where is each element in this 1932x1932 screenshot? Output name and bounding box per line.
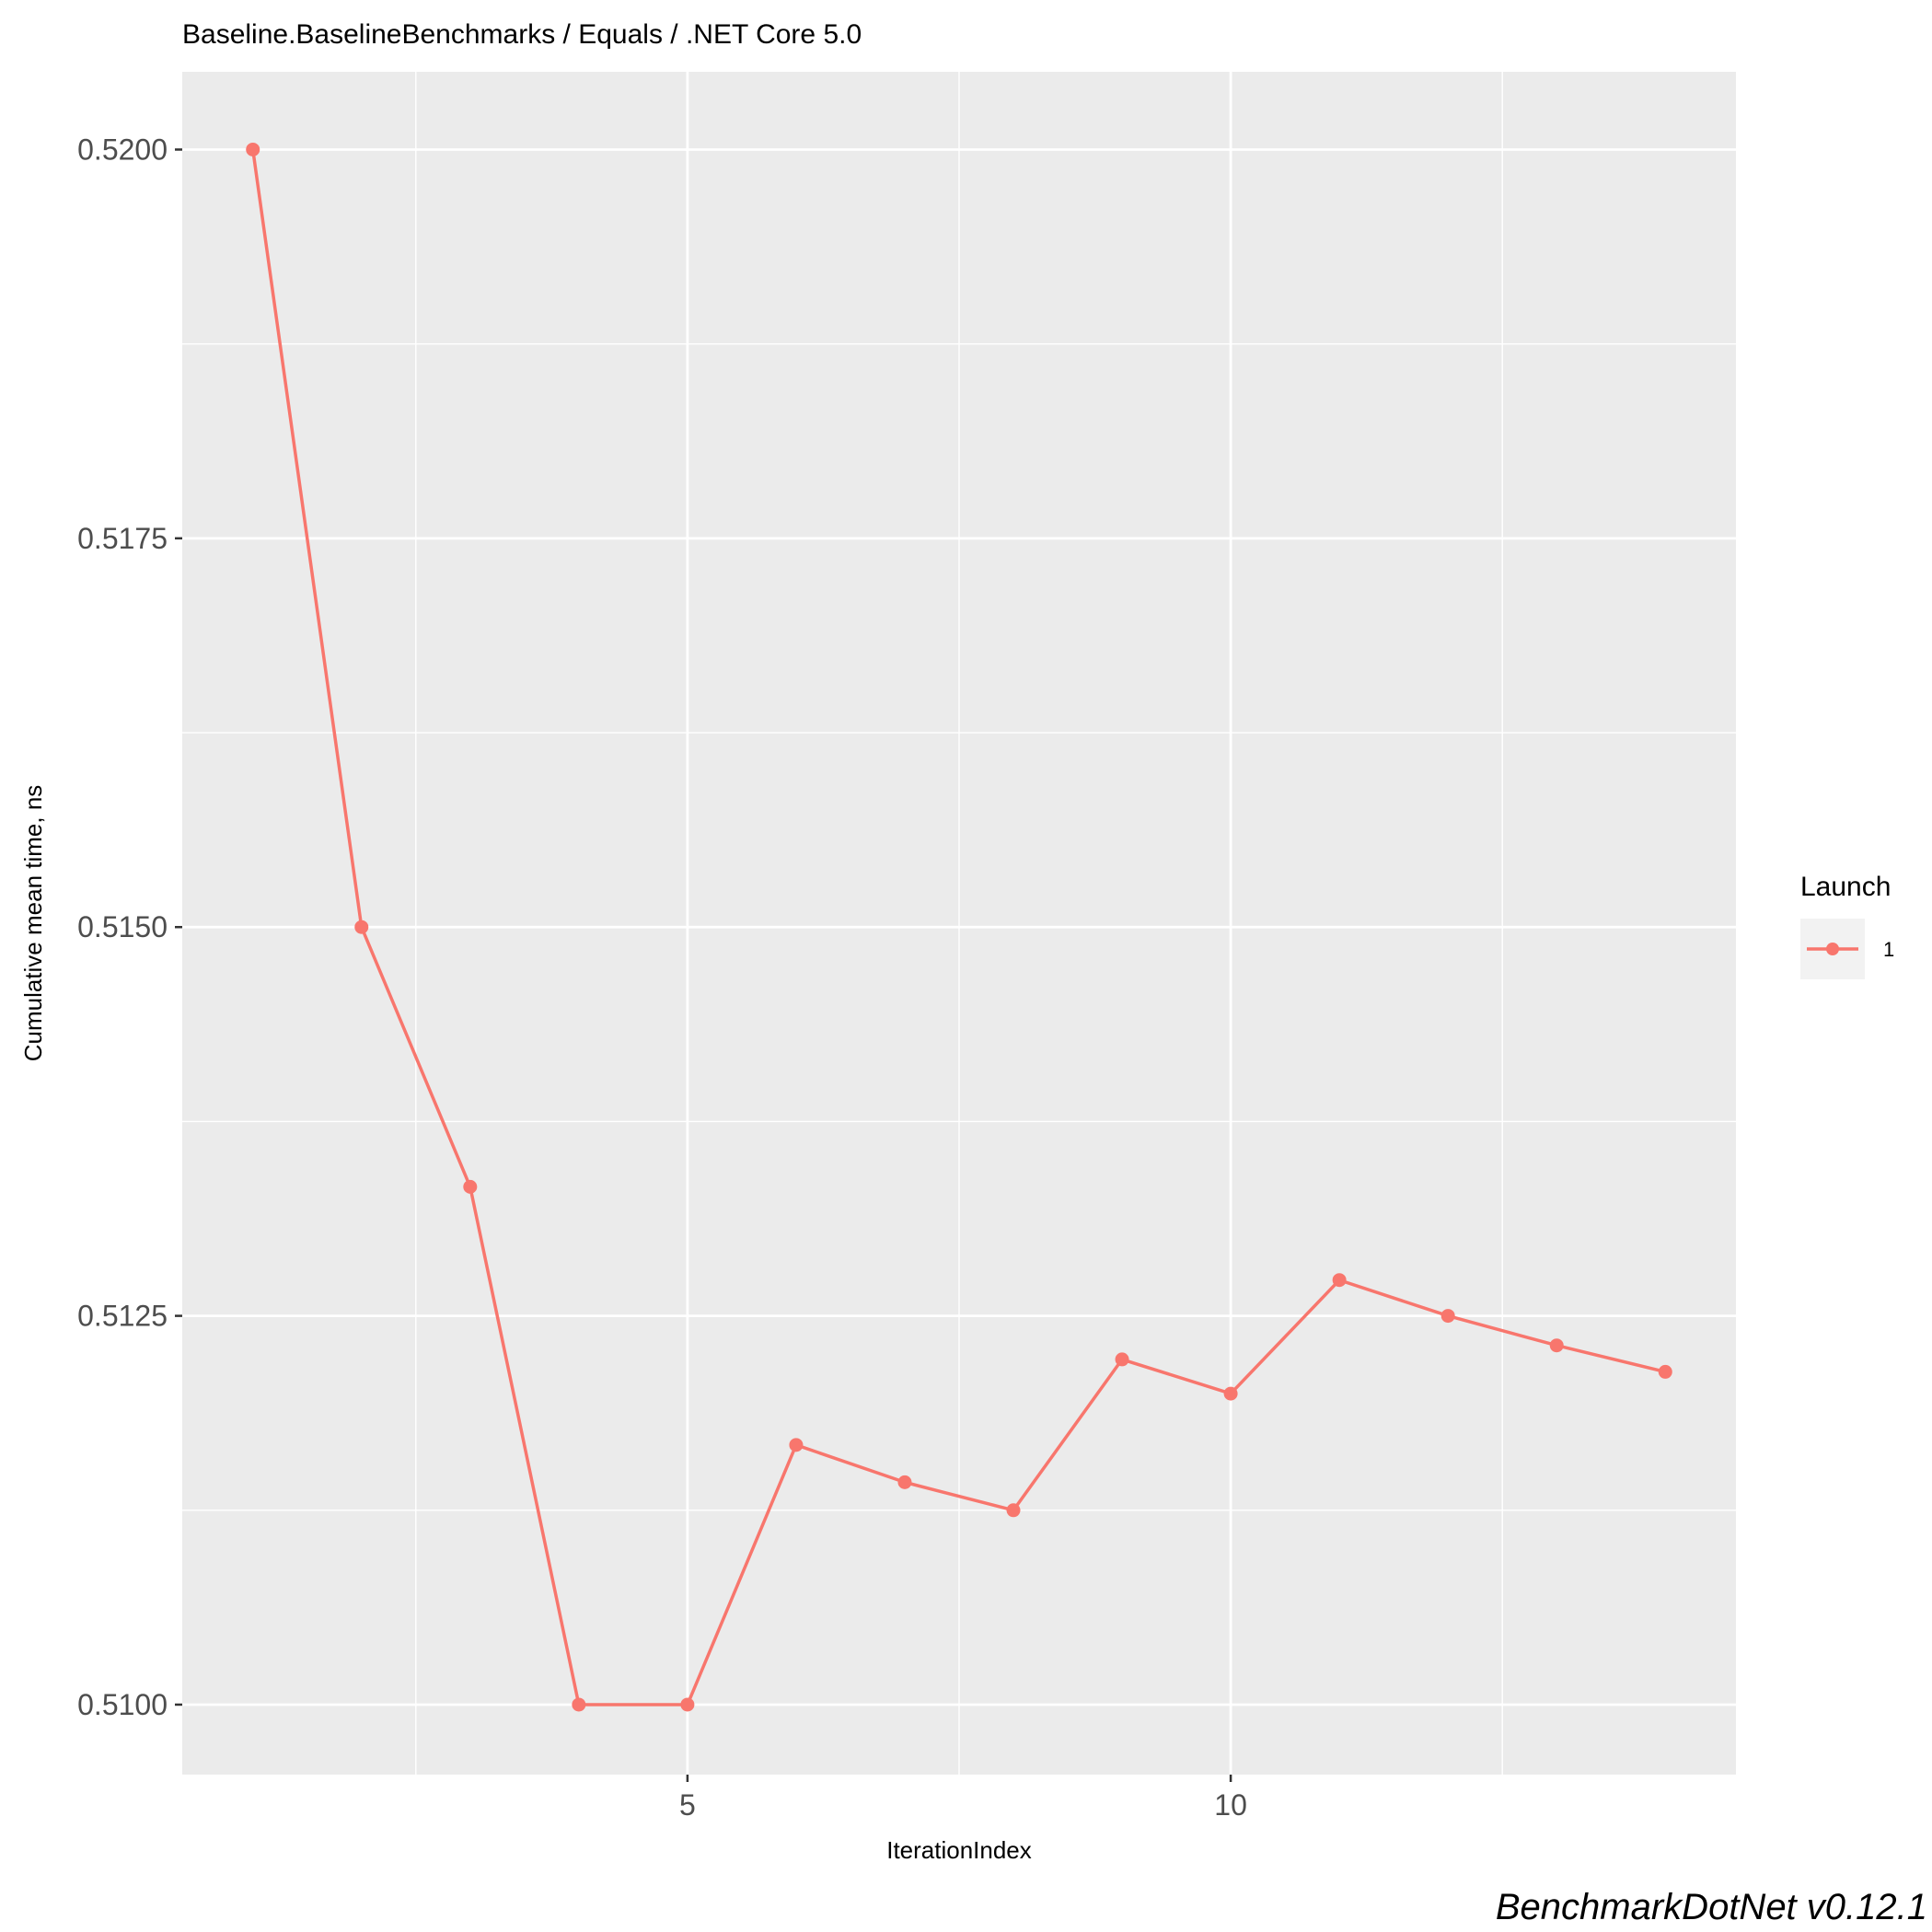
data-point <box>246 142 260 156</box>
caption: BenchmarkDotNet v0.12.1 <box>1496 1887 1927 1927</box>
legend-entry-label: 1 <box>1883 938 1894 961</box>
grid-major <box>182 72 1736 1775</box>
series-points-group <box>246 142 1672 1712</box>
x-axis-label: IterationIndex <box>886 1836 1032 1864</box>
data-point <box>897 1475 912 1489</box>
data-point <box>572 1697 586 1712</box>
y-axis-label: Cumulative mean time, ns <box>19 785 47 1062</box>
data-point <box>1440 1309 1455 1324</box>
data-point <box>463 1179 478 1194</box>
data-point <box>1006 1503 1021 1518</box>
legend: Launch 1 <box>1800 872 1894 979</box>
legend-title: Launch <box>1800 872 1891 902</box>
y-tick-label: 0.5200 <box>77 133 168 166</box>
data-point <box>680 1697 695 1712</box>
x-axis: 5 10 <box>679 1775 1247 1822</box>
legend-key-point <box>1826 943 1839 955</box>
data-point <box>354 920 369 934</box>
data-point <box>1115 1352 1129 1367</box>
y-tick-label: 0.5175 <box>77 522 168 555</box>
x-tick-label: 5 <box>679 1788 696 1822</box>
data-point <box>1658 1364 1672 1379</box>
series-line <box>250 149 1666 1706</box>
y-axis: 0.5100 0.5125 0.5150 0.5175 0.5200 <box>77 133 182 1721</box>
x-tick-label: 10 <box>1214 1788 1247 1822</box>
chart-title: Baseline.BaselineBenchmarks / Equals / .… <box>182 19 862 50</box>
data-point <box>1223 1386 1238 1401</box>
grid-minor <box>182 72 1736 1775</box>
y-tick-label: 0.5125 <box>77 1300 168 1333</box>
series-line-group <box>250 149 1666 1706</box>
data-point <box>1332 1273 1347 1288</box>
y-tick-label: 0.5150 <box>77 910 168 943</box>
y-tick-label: 0.5100 <box>77 1688 168 1721</box>
data-point <box>1549 1338 1564 1353</box>
data-point <box>789 1438 804 1452</box>
